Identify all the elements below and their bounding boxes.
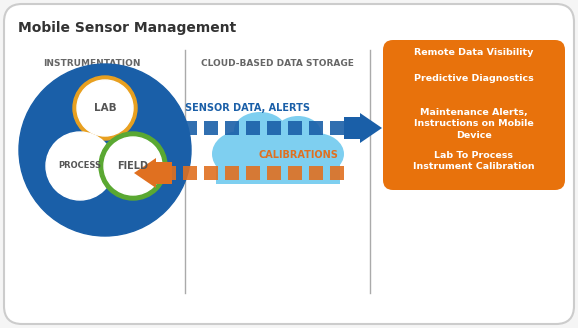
Ellipse shape — [288, 133, 344, 175]
Ellipse shape — [234, 112, 286, 148]
Text: INSTRUMENTATION: INSTRUMENTATION — [43, 58, 141, 68]
FancyBboxPatch shape — [4, 4, 574, 324]
Circle shape — [73, 76, 137, 140]
FancyBboxPatch shape — [267, 166, 281, 180]
Text: CALIBRATIONS: CALIBRATIONS — [258, 150, 338, 160]
Circle shape — [99, 132, 167, 200]
FancyBboxPatch shape — [246, 121, 260, 135]
FancyBboxPatch shape — [225, 121, 239, 135]
FancyBboxPatch shape — [183, 166, 197, 180]
Text: PROCESS: PROCESS — [58, 161, 102, 171]
FancyArrow shape — [134, 158, 172, 188]
Text: Predictive Diagnostics: Predictive Diagnostics — [414, 74, 534, 83]
Ellipse shape — [237, 121, 319, 179]
FancyBboxPatch shape — [288, 121, 302, 135]
FancyBboxPatch shape — [309, 121, 323, 135]
FancyBboxPatch shape — [397, 52, 417, 67]
FancyBboxPatch shape — [309, 166, 323, 180]
FancyBboxPatch shape — [204, 166, 218, 180]
Text: Mobile Sensor Management: Mobile Sensor Management — [18, 21, 236, 35]
FancyBboxPatch shape — [246, 166, 260, 180]
FancyBboxPatch shape — [216, 146, 340, 184]
Text: Maintenance Alerts,
Instructions on Mobile
Device: Maintenance Alerts, Instructions on Mobi… — [414, 108, 534, 140]
Text: LAB: LAB — [94, 103, 116, 113]
FancyBboxPatch shape — [417, 55, 424, 69]
FancyBboxPatch shape — [330, 166, 344, 180]
FancyBboxPatch shape — [288, 166, 302, 180]
Ellipse shape — [212, 131, 268, 177]
Text: SENSOR DATA, ALERTS: SENSOR DATA, ALERTS — [186, 103, 310, 113]
Text: FACILITIES
MANAGEMENT: FACILITIES MANAGEMENT — [435, 51, 508, 72]
FancyBboxPatch shape — [162, 166, 176, 180]
Text: CLOUD-BASED DATA STORAGE: CLOUD-BASED DATA STORAGE — [201, 58, 353, 68]
Circle shape — [19, 64, 191, 236]
FancyBboxPatch shape — [183, 121, 197, 135]
Text: Remote Data Visibility: Remote Data Visibility — [414, 48, 533, 57]
Text: FIELD: FIELD — [117, 161, 149, 171]
Ellipse shape — [275, 116, 321, 150]
FancyBboxPatch shape — [330, 121, 344, 135]
Circle shape — [104, 137, 162, 195]
FancyBboxPatch shape — [204, 121, 218, 135]
FancyArrow shape — [344, 113, 382, 143]
Circle shape — [77, 80, 133, 136]
FancyBboxPatch shape — [162, 121, 176, 135]
FancyBboxPatch shape — [225, 166, 239, 180]
FancyBboxPatch shape — [383, 40, 565, 190]
Circle shape — [46, 132, 114, 200]
FancyBboxPatch shape — [267, 121, 281, 135]
Text: Lab To Process
Instrument Calibration: Lab To Process Instrument Calibration — [413, 151, 535, 172]
